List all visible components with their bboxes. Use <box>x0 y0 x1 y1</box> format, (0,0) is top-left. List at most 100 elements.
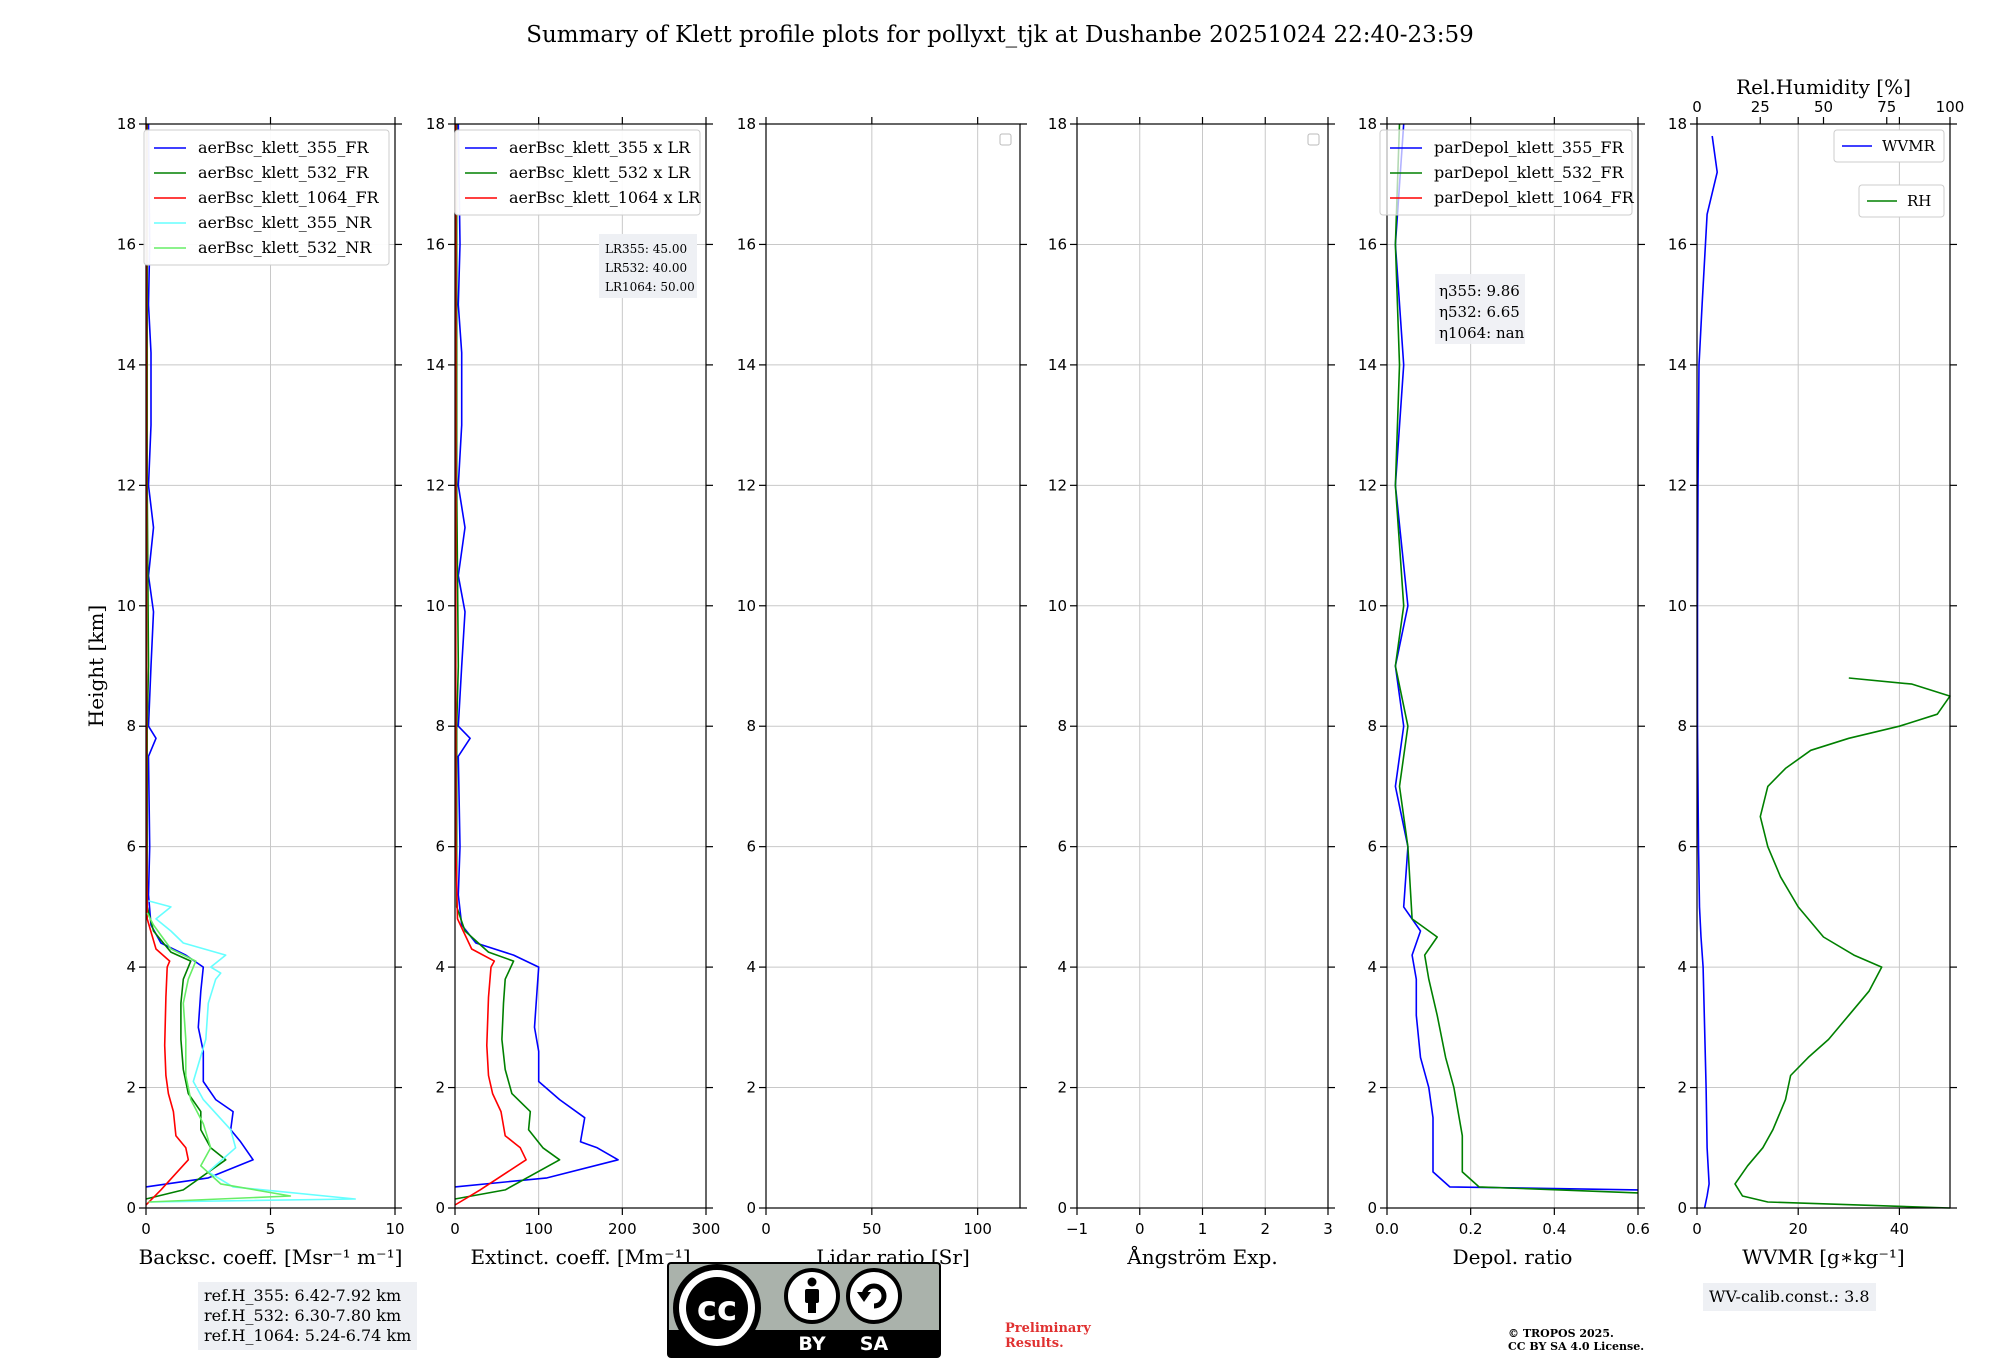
ref-height-box: ref.H_355: 6.42-7.92 km ref.H_532: 6.30-… <box>198 1282 418 1350</box>
legend-box <box>143 129 390 266</box>
y-tick-label: 18 <box>1048 115 1067 133</box>
y-tick-label: 12 <box>426 476 445 494</box>
x-tick-label: 5 <box>266 1220 276 1238</box>
legend-label: aerBsc_klett_355_NR <box>198 213 372 232</box>
by-icon <box>784 1268 840 1324</box>
x-tick-label: 300 <box>692 1220 721 1238</box>
series-line-aerBsc_klett_355_FR <box>145 123 254 1188</box>
x-tick-label: 0 <box>450 1220 460 1238</box>
y-tick-label: 14 <box>117 356 136 374</box>
y-tick-label: 16 <box>1668 235 1687 253</box>
y-tick-label: 18 <box>737 115 756 133</box>
y-tick-label: 10 <box>1668 597 1687 615</box>
x-tick-label: −1 <box>1066 1220 1088 1238</box>
lr-info-line: LR355: 45.00 <box>605 242 687 256</box>
series-line-aerBsc_klett_532 x LR <box>454 124 561 1200</box>
y-tick-label: 16 <box>1048 235 1067 253</box>
y-tick-label: 10 <box>426 597 445 615</box>
eta-info-box <box>1435 274 1525 344</box>
legend-label: parDepol_klett_355_FR <box>1434 138 1625 157</box>
y-tick-label: 2 <box>1367 1079 1377 1097</box>
top-x-tick-label: 25 <box>1751 98 1770 116</box>
y-tick-label: 18 <box>426 115 445 133</box>
plot-frame <box>454 123 707 1209</box>
y-tick-label: 8 <box>126 717 136 735</box>
preliminary-line-2: Results. <box>1005 1336 1064 1351</box>
y-tick-label: 16 <box>426 235 445 253</box>
panel-6: 0 2 4 6 8 10 12 14 16 18 0 20 40 WVMR [g∗kg⁻¹] 0 25 50 75… <box>1668 75 1964 1269</box>
x-tick-label: 100 <box>524 1220 553 1238</box>
eta-info-line: η355: 9.86 <box>1439 282 1520 300</box>
x-tick-label: 0 <box>761 1220 771 1238</box>
y-tick-label: 14 <box>426 356 445 374</box>
copyright-note: © TROPOS 2025. CC BY SA 4.0 License. <box>1508 1327 1644 1353</box>
y-tick-label: 6 <box>126 838 136 856</box>
y-tick-label: 10 <box>1048 597 1067 615</box>
figure-title: Summary of Klett profile plots for polly… <box>526 22 1474 48</box>
x-axis-label: Ångström Exp. <box>1126 1244 1277 1269</box>
y-tick-label: 12 <box>1668 476 1687 494</box>
sa-icon <box>846 1268 902 1324</box>
y-tick-label: 10 <box>737 597 756 615</box>
cc-inner-circle <box>686 1277 748 1339</box>
eta-info-line: η1064: nan <box>1439 324 1525 342</box>
sa-label: SA <box>860 1333 889 1355</box>
y-tick-label: 2 <box>746 1079 756 1097</box>
legend-label: aerBsc_klett_355_FR <box>198 138 369 157</box>
y-tick-label: 8 <box>1057 717 1067 735</box>
top-x-tick-label: 75 <box>1877 98 1896 116</box>
series-line-aerBsc_klett_532_NR <box>146 912 292 1203</box>
y-tick-label: 2 <box>1057 1079 1067 1097</box>
y-axis-label: Height [km] <box>84 605 108 727</box>
lr-info-line: LR1064: 50.00 <box>605 280 695 294</box>
series-line-parDepol_klett_532_FR <box>1394 123 1639 1194</box>
x-tick-label: 20 <box>1789 1220 1808 1238</box>
legend-label: RH <box>1907 192 1931 210</box>
y-tick-label: 6 <box>1677 838 1687 856</box>
panel-1: 0 2 4 6 8 10 12 14 16 18 0 5 10 Backsc. coeff. [Msr⁻¹… <box>117 115 405 1269</box>
y-tick-label: 2 <box>435 1079 445 1097</box>
y-tick-label: 14 <box>1048 356 1067 374</box>
x-axis-label: Backsc. coeff. [Msr⁻¹ m⁻¹] <box>139 1245 403 1269</box>
y-tick-label: 18 <box>1358 115 1377 133</box>
legend-box <box>454 129 701 216</box>
y-tick-label: 14 <box>1668 356 1687 374</box>
y-tick-label: 8 <box>435 717 445 735</box>
x-tick-label: 0 <box>141 1220 151 1238</box>
preliminary-line-1: Preliminary <box>1005 1321 1091 1336</box>
y-tick-label: 16 <box>117 235 136 253</box>
x-axis-label: Depol. ratio <box>1453 1245 1573 1269</box>
legend-box <box>1858 184 1945 218</box>
plot-frame <box>765 123 1021 1209</box>
y-tick-label: 4 <box>1057 958 1067 976</box>
series-line-WVMR <box>1696 135 1718 1209</box>
legend-label: parDepol_klett_532_FR <box>1434 163 1625 182</box>
y-tick-label: 10 <box>117 597 136 615</box>
y-tick-label: 12 <box>1358 476 1377 494</box>
y-tick-label: 14 <box>1358 356 1377 374</box>
y-tick-label: 0 <box>435 1199 445 1217</box>
x-tick-label: 10 <box>385 1220 404 1238</box>
y-tick-label: 4 <box>1367 958 1377 976</box>
y-tick-label: 0 <box>1367 1199 1377 1217</box>
x-tick-label: 200 <box>608 1220 637 1238</box>
legend-label: aerBsc_klett_532_NR <box>198 238 372 257</box>
legend-label: WVMR <box>1882 137 1936 155</box>
series-line-aerBsc_klett_1064_FR <box>145 124 190 1206</box>
x-tick-label: 0.6 <box>1626 1220 1650 1238</box>
y-tick-label: 0 <box>126 1199 136 1217</box>
y-tick-label: 16 <box>1358 235 1377 253</box>
y-tick-label: 14 <box>737 356 756 374</box>
x-tick-label: 50 <box>862 1220 881 1238</box>
lr-info-line: LR532: 40.00 <box>605 261 687 275</box>
wv-calib-text: WV-calib.const.: 3.8 <box>1709 1287 1870 1306</box>
y-tick-label: 6 <box>435 838 445 856</box>
empty-legend-marker <box>1307 133 1320 146</box>
top-x-tick-label: 100 <box>1936 98 1965 116</box>
y-tick-label: 8 <box>746 717 756 735</box>
x-axis-label: WVMR [g∗kg⁻¹] <box>1742 1245 1904 1269</box>
